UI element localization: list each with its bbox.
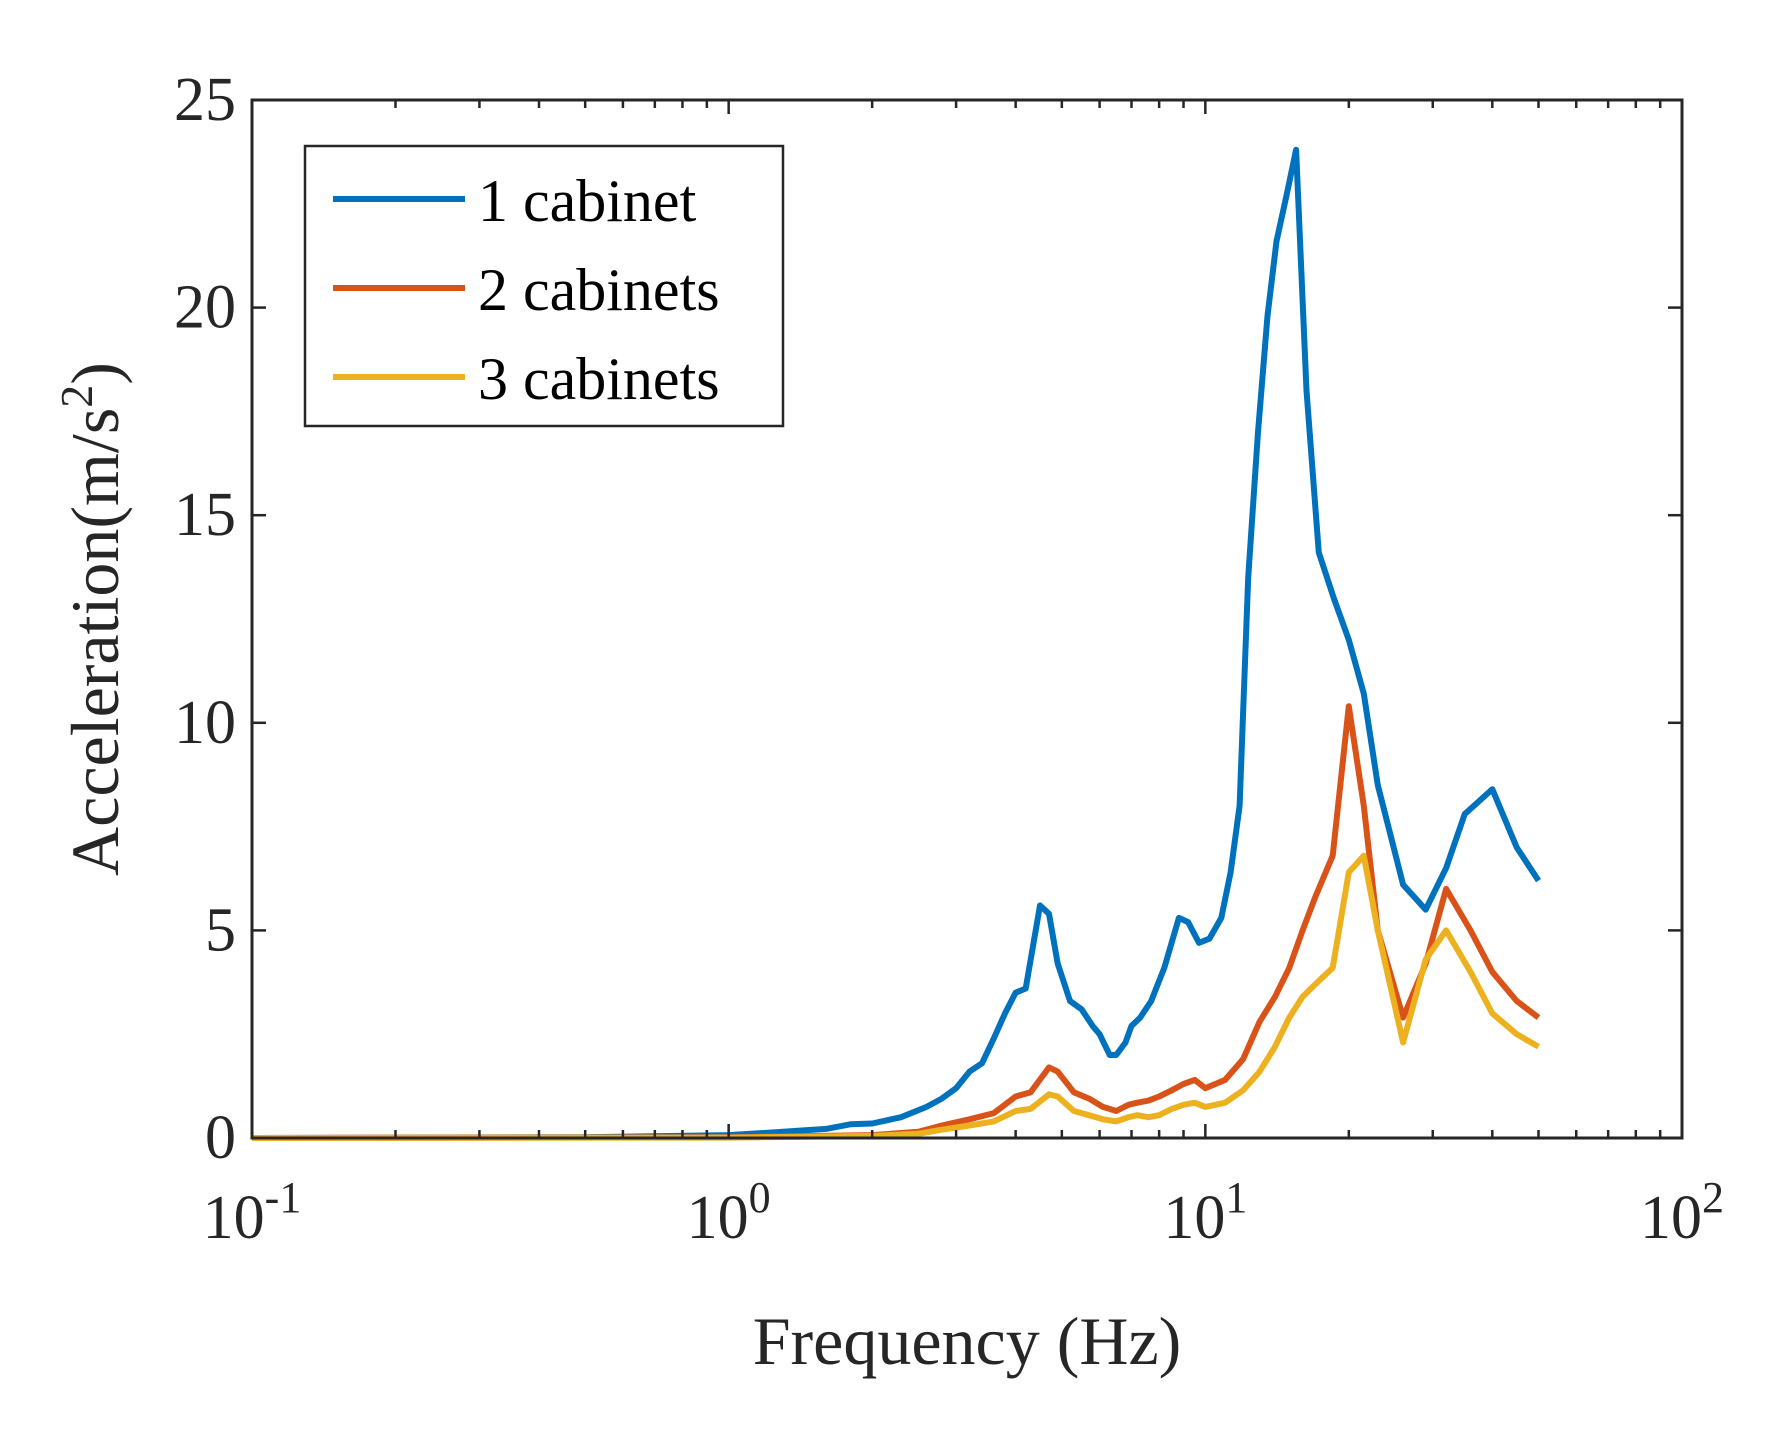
x-tick-label-exponent: 2 <box>1702 1173 1724 1222</box>
y-axis-title-superscript: 2 <box>51 385 102 408</box>
series-layer <box>251 146 1542 1141</box>
y-tick-label: 10 <box>174 689 236 757</box>
x-axis-title: Frequency (Hz) <box>753 1303 1182 1379</box>
y-tick-label: 20 <box>174 274 236 342</box>
x-tick-labels: 10-1 100 101 102 <box>203 1173 1724 1252</box>
x-tick-label: 10-1 <box>203 1173 302 1252</box>
x-tick-label-exponent: 0 <box>749 1173 771 1222</box>
x-tick-label-exponent: 1 <box>1225 1173 1247 1222</box>
x-tick-label-base: 10 <box>687 1184 749 1252</box>
y-axis-title: Acceleration(m/s2) <box>51 362 133 876</box>
y-tick-label: 25 <box>174 66 236 134</box>
y-axis-title-suffix: ) <box>57 362 133 385</box>
series-line-3-cabinets <box>251 852 1540 1141</box>
x-tick-label: 102 <box>1640 1173 1724 1252</box>
x-tick-label-base: 10 <box>1163 1184 1225 1252</box>
y-tick-label: 15 <box>174 481 236 549</box>
legend: 1 cabinet 2 cabinets 3 cabinets <box>303 144 785 428</box>
y-tick-labels: 0 5 10 15 20 25 <box>174 66 236 1172</box>
x-tick-label-base: 10 <box>203 1184 265 1252</box>
legend-label-1-cabinet: 1 cabinet <box>478 168 697 234</box>
plot-frame <box>250 98 1684 1140</box>
y-axis-title-main: Acceleration(m/s <box>57 408 133 876</box>
x-tick-label: 101 <box>1163 1173 1247 1252</box>
y-tick-label: 5 <box>205 896 236 964</box>
x-tick-label-exponent: -1 <box>265 1173 302 1222</box>
legend-label-3-cabinets: 3 cabinets <box>478 346 720 412</box>
x-tick-label-base: 10 <box>1640 1184 1702 1252</box>
legend-label-2-cabinets: 2 cabinets <box>478 257 720 323</box>
y-tick-label: 0 <box>205 1104 236 1172</box>
x-tick-label: 100 <box>687 1173 771 1252</box>
series-line-1-cabinet <box>251 146 1542 1141</box>
